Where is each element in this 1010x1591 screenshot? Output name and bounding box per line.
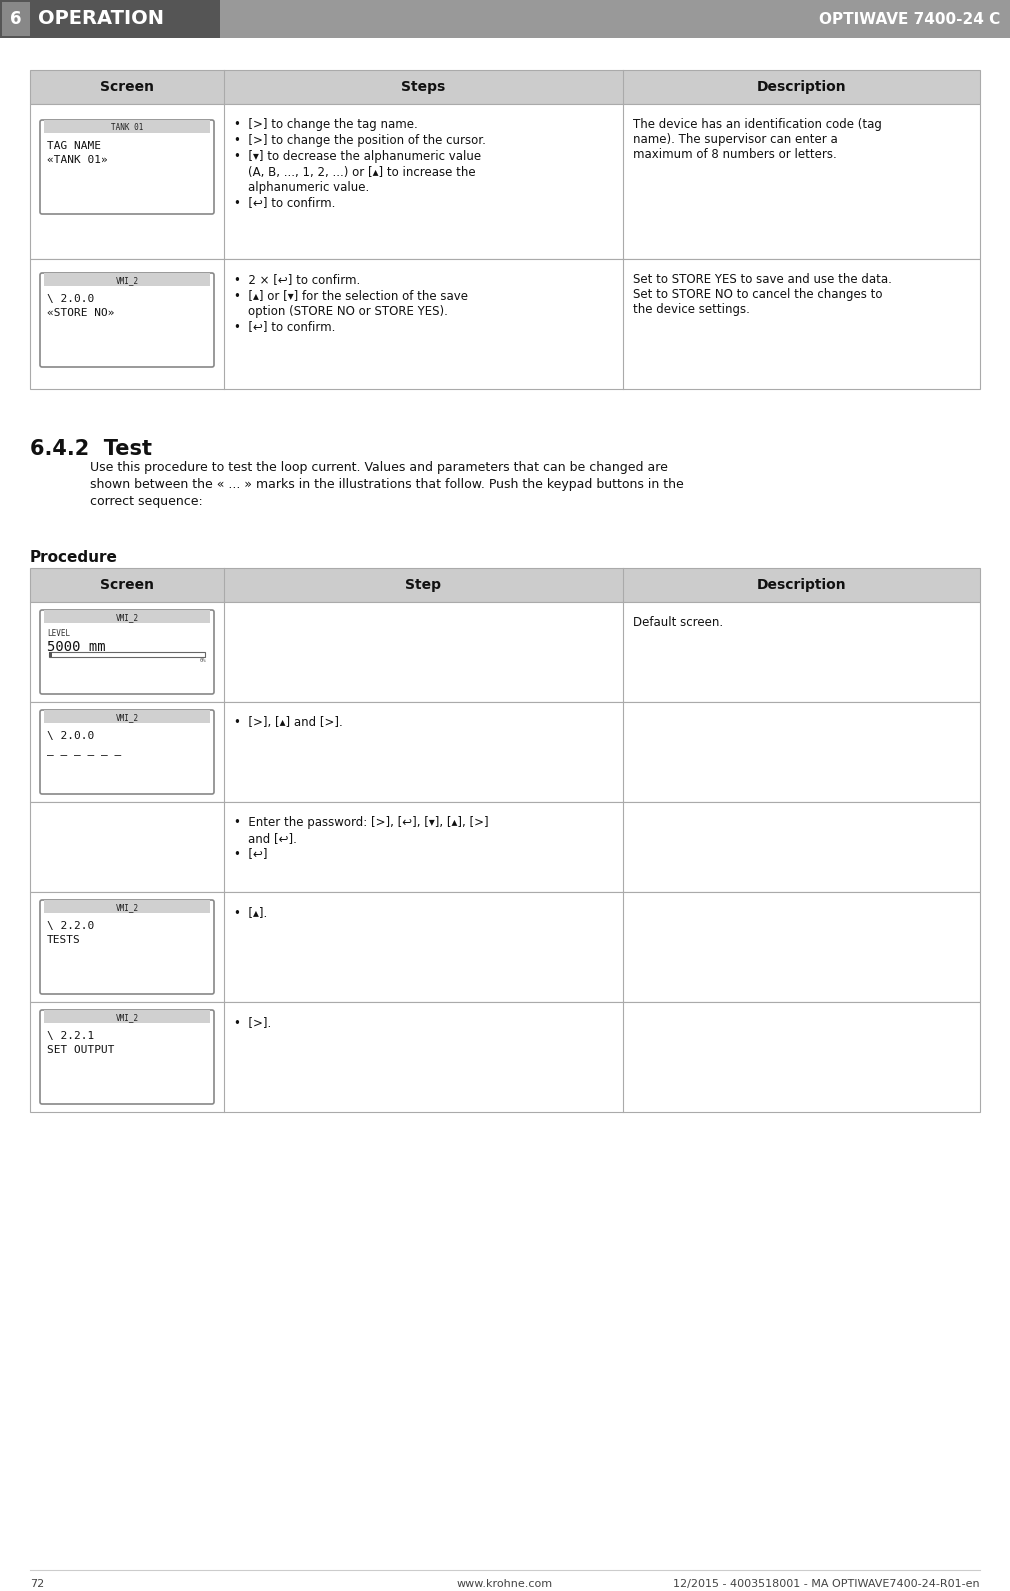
Text: \ 2.0.0: \ 2.0.0	[47, 730, 94, 741]
Text: \ 2.0.0: \ 2.0.0	[47, 294, 94, 304]
Bar	[30, 802, 980, 893]
Text: •  [>] to change the tag name.: • [>] to change the tag name.	[234, 118, 418, 130]
Bar	[2, 2, 30, 37]
Bar	[30, 601, 980, 702]
Text: Description: Description	[756, 80, 846, 94]
Text: \ 2.2.1: \ 2.2.1	[47, 1031, 94, 1041]
Text: \ 2.2.0: \ 2.2.0	[47, 921, 94, 931]
Text: and [↩].: and [↩].	[248, 832, 297, 845]
Text: «TANK 01»: «TANK 01»	[47, 154, 108, 165]
Bar	[44, 609, 210, 624]
Text: Screen: Screen	[100, 578, 154, 592]
Bar	[220, 0, 1010, 38]
Text: •  [▴].: • [▴].	[234, 905, 268, 920]
Text: 6.4.2  Test: 6.4.2 Test	[30, 439, 152, 458]
Bar	[30, 893, 980, 1002]
FancyBboxPatch shape	[40, 901, 214, 994]
Text: VMI_2: VMI_2	[115, 713, 138, 722]
Text: Use this procedure to test the loop current. Values and parameters that can be c: Use this procedure to test the loop curr…	[90, 461, 668, 474]
Bar	[30, 568, 980, 601]
Text: TANK 01: TANK 01	[111, 123, 143, 132]
Bar	[30, 103, 980, 259]
Bar	[30, 70, 980, 103]
Text: OPERATION: OPERATION	[38, 10, 164, 29]
Text: 6: 6	[10, 10, 22, 29]
Text: •  [▾] to decrease the alphanumeric value: • [▾] to decrease the alphanumeric value	[234, 150, 481, 162]
Bar	[0, 0, 220, 38]
Text: 72: 72	[30, 1578, 44, 1589]
FancyBboxPatch shape	[40, 1010, 214, 1104]
Text: «STORE NO»: «STORE NO»	[47, 309, 114, 318]
Bar	[44, 119, 210, 134]
Text: •  [↩] to confirm.: • [↩] to confirm.	[234, 320, 335, 333]
Text: •  [↩]: • [↩]	[234, 846, 268, 861]
Bar	[44, 901, 210, 913]
Text: 0%: 0%	[200, 657, 206, 662]
Text: _ _ _ _ _ _: _ _ _ _ _ _	[47, 745, 121, 756]
Text: Description: Description	[756, 578, 846, 592]
Text: Steps: Steps	[401, 80, 445, 94]
Text: option (STORE NO or STORE YES).: option (STORE NO or STORE YES).	[248, 305, 447, 318]
Text: shown between the « ... » marks in the illustrations that follow. Push the keypa: shown between the « ... » marks in the i…	[90, 477, 684, 492]
Text: •  Enter the password: [>], [↩], [▾], [▴], [>]: • Enter the password: [>], [↩], [▾], [▴]…	[234, 816, 489, 829]
Bar	[44, 710, 210, 722]
Text: alphanumeric value.: alphanumeric value.	[248, 181, 370, 194]
Text: Screen: Screen	[100, 80, 154, 94]
Text: •  [>], [▴] and [>].: • [>], [▴] and [>].	[234, 716, 342, 729]
Bar	[30, 1002, 980, 1112]
Bar	[44, 274, 210, 286]
FancyBboxPatch shape	[40, 609, 214, 694]
Bar	[44, 1010, 210, 1023]
Text: VMI_2: VMI_2	[115, 613, 138, 622]
Text: •  [>] to change the position of the cursor.: • [>] to change the position of the curs…	[234, 134, 486, 146]
Text: VMI_2: VMI_2	[115, 904, 138, 912]
Text: •  [▴] or [▾] for the selection of the save: • [▴] or [▾] for the selection of the sa…	[234, 290, 468, 302]
Text: Procedure: Procedure	[30, 550, 118, 565]
FancyBboxPatch shape	[40, 274, 214, 368]
Text: TESTS: TESTS	[47, 936, 81, 945]
FancyBboxPatch shape	[40, 710, 214, 794]
FancyBboxPatch shape	[40, 119, 214, 215]
Text: VMI_2: VMI_2	[115, 275, 138, 285]
Text: LEVEL: LEVEL	[47, 630, 70, 638]
Text: •  [>].: • [>].	[234, 1017, 272, 1029]
Text: Set to STORE YES to save and use the data.
Set to STORE NO to cancel the changes: Set to STORE YES to save and use the dat…	[633, 274, 892, 317]
Text: Step: Step	[405, 578, 441, 592]
Text: www.krohne.com: www.krohne.com	[457, 1578, 553, 1589]
Text: (A, B, ..., 1, 2, ...) or [▴] to increase the: (A, B, ..., 1, 2, ...) or [▴] to increas…	[248, 165, 476, 180]
Text: SET OUTPUT: SET OUTPUT	[47, 1045, 114, 1055]
Text: The device has an identification code (tag
name). The supervisor can enter a
max: The device has an identification code (t…	[633, 118, 882, 161]
Text: 5000 mm: 5000 mm	[47, 640, 106, 654]
Text: TAG NAME: TAG NAME	[47, 142, 101, 151]
Bar	[30, 259, 980, 390]
Text: •  2 × [↩] to confirm.: • 2 × [↩] to confirm.	[234, 274, 361, 286]
Text: Default screen.: Default screen.	[633, 616, 723, 628]
Text: OPTIWAVE 7400-24 C: OPTIWAVE 7400-24 C	[819, 11, 1000, 27]
Bar	[30, 702, 980, 802]
Text: VMI_2: VMI_2	[115, 1013, 138, 1021]
Text: correct sequence:: correct sequence:	[90, 495, 203, 508]
Bar	[49, 652, 53, 657]
Text: 12/2015 - 4003518001 - MA OPTIWAVE7400-24-R01-en: 12/2015 - 4003518001 - MA OPTIWAVE7400-2…	[674, 1578, 980, 1589]
Bar	[49, 652, 205, 657]
Text: •  [↩] to confirm.: • [↩] to confirm.	[234, 196, 335, 208]
